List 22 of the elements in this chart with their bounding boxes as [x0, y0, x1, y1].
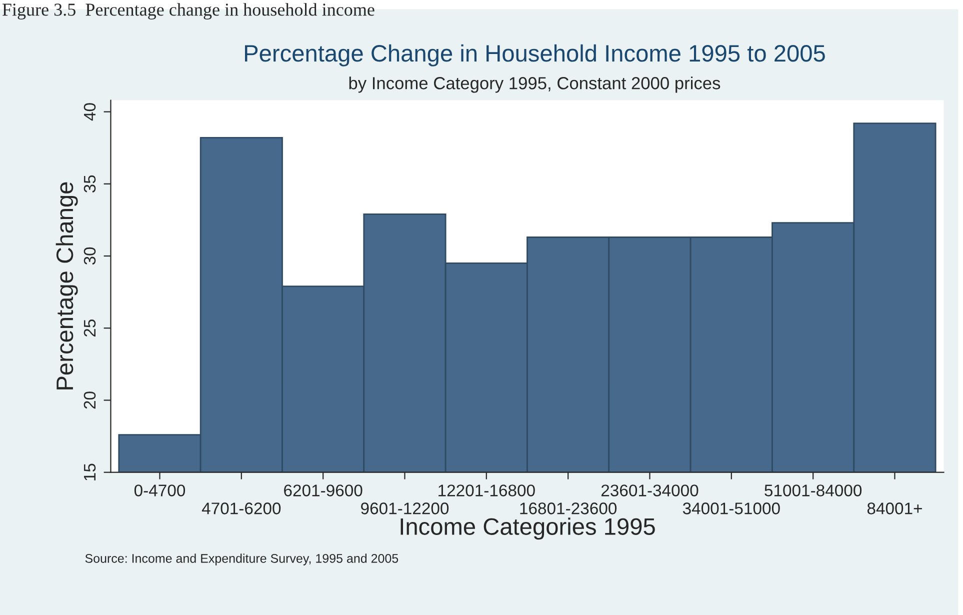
y-axis-title: Percentage Change	[56, 182, 78, 390]
y-tick-label: 40	[84, 103, 96, 121]
y-tick-label: 35	[84, 175, 96, 193]
y-tick-label: 30	[84, 247, 96, 265]
chart-subtitle: by Income Category 1995, Constant 2000 prices	[349, 76, 720, 93]
source-note: Source: Income and Expenditure Survey, 1995 and 2005	[85, 554, 398, 566]
caption: Figure 3.5 Percentage change in household income	[2, 3, 374, 20]
x-tick-label: 16801-23600	[520, 502, 617, 514]
x-tick-label: 4701-6200	[202, 502, 281, 514]
y-tick-label: 20	[84, 392, 96, 409]
x-tick-label: 23601-34000	[601, 484, 698, 496]
y-tick-label: 25	[84, 320, 96, 337]
x-tick-label: 6201-9600	[284, 484, 362, 496]
x-axis-title: Income Categories 1995	[400, 518, 655, 540]
x-tick-label: 0-4700	[134, 484, 186, 496]
x-tick-label: 9601-12200	[361, 502, 449, 514]
y-tick-label: 15	[84, 464, 96, 480]
x-tick-label: 12201-16800	[438, 484, 535, 496]
x-tick-label: 84001+	[867, 502, 922, 514]
x-tick-label: 34001-51000	[682, 502, 780, 514]
chart-title: Percentage Change in Household Income 1995 to 2005	[245, 44, 825, 66]
x-tick-label: 51001-84000	[764, 484, 862, 496]
